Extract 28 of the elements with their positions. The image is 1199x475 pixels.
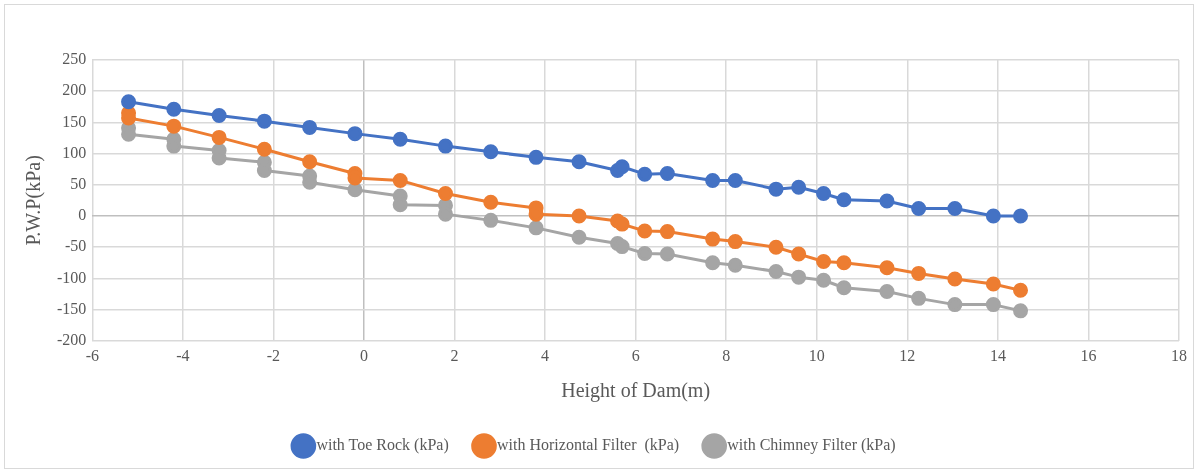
x-tick-label: 18 [1171, 346, 1187, 364]
x-tick-label: 8 [722, 346, 731, 364]
x-axis-title: Height of Dam(m) [561, 379, 711, 403]
y-tick-label: -50 [65, 237, 87, 255]
y-axis-title: P.W.P(kPa) [22, 155, 46, 246]
x-tick-label: 14 [989, 346, 1006, 364]
y-tick-label: 100 [62, 143, 87, 161]
x-tick-label: 16 [1080, 346, 1097, 364]
legend-label: with Toe Rock (kPa) [316, 436, 449, 455]
x-tick-label: 0 [360, 346, 368, 364]
y-tick-label: -100 [57, 268, 87, 286]
y-tick-label: 150 [62, 112, 87, 130]
x-tick-label: 4 [541, 346, 550, 364]
y-tick-label: -200 [57, 331, 87, 348]
y-tick-label: 200 [62, 81, 87, 99]
x-tick-label: 2 [450, 346, 459, 364]
y-tick-label: 50 [70, 175, 87, 192]
x-tick-label: 12 [899, 346, 916, 364]
x-tick-label: 6 [631, 346, 640, 364]
x-tick-label: -4 [176, 346, 190, 364]
legend-label: with Horizontal Filter (kPa) [497, 436, 680, 455]
x-tick-label: -2 [266, 346, 281, 364]
y-tick-label: -150 [57, 299, 87, 317]
x-tick-label: 10 [808, 346, 825, 364]
y-tick-label: 0 [78, 206, 87, 224]
y-tick-label: 250 [62, 50, 87, 68]
legend-label: with Chimney Filter (kPa) [727, 436, 896, 455]
x-tick-label: -6 [85, 346, 99, 364]
